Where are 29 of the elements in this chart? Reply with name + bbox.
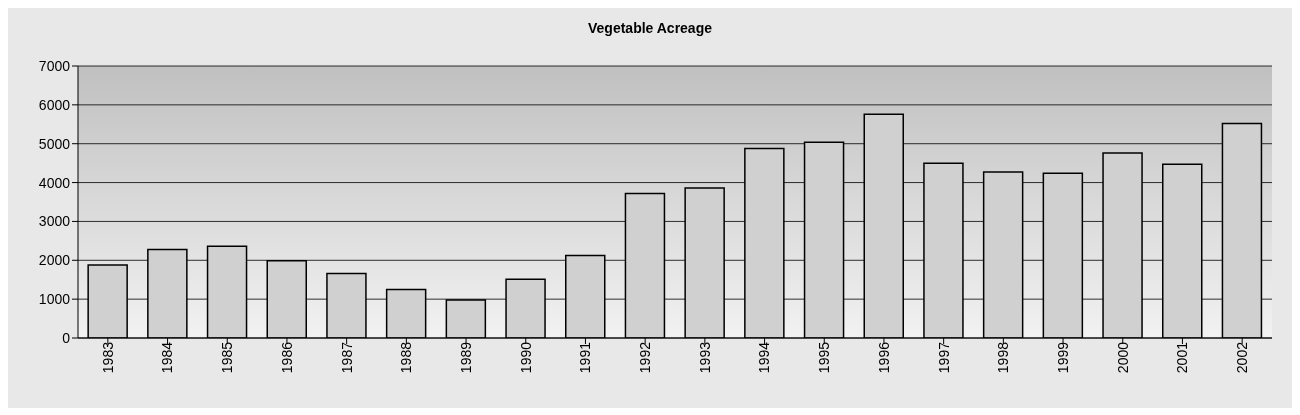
x-tick-label: 1987 xyxy=(338,341,355,374)
y-tick-label: 3000 xyxy=(38,213,71,230)
x-tick-label: 1989 xyxy=(457,341,474,374)
y-tick-label: 6000 xyxy=(38,96,71,113)
y-tick-label: 1000 xyxy=(38,291,71,308)
x-tick-label: 1993 xyxy=(696,341,713,374)
x-tick-label: 1999 xyxy=(1054,341,1071,374)
x-tick-label: 1983 xyxy=(99,341,116,374)
y-tick-label: 4000 xyxy=(38,174,71,191)
x-tick-label: 1996 xyxy=(875,341,892,374)
x-tick-label: 1990 xyxy=(517,341,534,374)
x-tick-label: 1988 xyxy=(398,341,415,374)
y-tick-label: 5000 xyxy=(38,135,71,152)
x-tick-label: 1994 xyxy=(756,341,773,374)
x-tick-label: 1991 xyxy=(577,341,594,374)
x-tick-label: 1985 xyxy=(219,341,236,374)
y-tick-label: 7000 xyxy=(38,57,71,74)
y-tick-label: 0 xyxy=(62,329,71,346)
x-tick-label: 1998 xyxy=(995,341,1012,374)
x-tick-label: 2002 xyxy=(1234,341,1251,374)
x-tick-label: 1984 xyxy=(159,341,176,374)
x-tick-label: 1986 xyxy=(278,341,295,374)
chart-title: Vegetable Acreage xyxy=(587,19,713,38)
x-tick-label: 1997 xyxy=(935,341,952,374)
y-tick-label: 2000 xyxy=(38,252,71,269)
x-tick-label: 2001 xyxy=(1174,341,1191,374)
x-tick-label: 2000 xyxy=(1114,341,1131,374)
x-tick-label: 1995 xyxy=(816,341,833,374)
x-tick-label: 1992 xyxy=(637,341,654,374)
